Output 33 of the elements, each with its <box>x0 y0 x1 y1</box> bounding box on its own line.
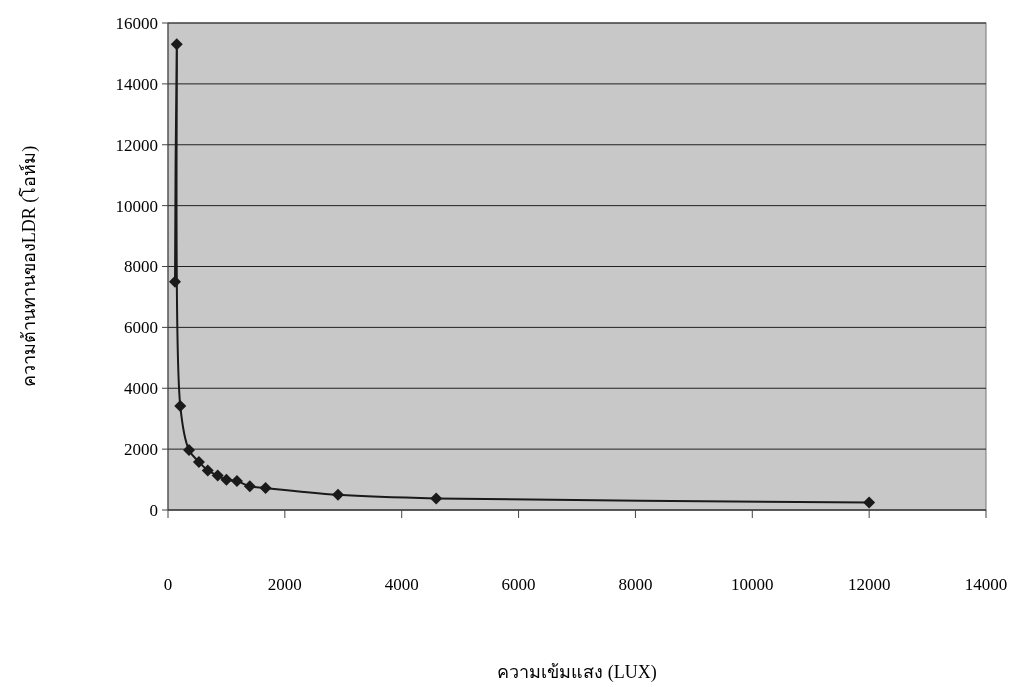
point <box>243 480 256 493</box>
y-tick-label: 12000 <box>115 135 158 155</box>
point <box>332 488 345 501</box>
point <box>192 455 205 468</box>
y-tick-label: 6000 <box>124 318 158 338</box>
point <box>863 496 876 509</box>
point <box>174 399 187 412</box>
y-tick-label: 2000 <box>124 440 158 460</box>
point <box>230 475 243 488</box>
point <box>259 482 272 495</box>
x-tick-label: 12000 <box>847 575 891 594</box>
x-tick-label: 0 <box>163 575 173 594</box>
y-tick-label: 10000 <box>115 196 158 216</box>
y-tick-label: 8000 <box>124 257 158 277</box>
point <box>183 444 196 457</box>
point <box>430 492 443 505</box>
y-tick-label: 14000 <box>115 74 158 94</box>
point <box>220 473 233 486</box>
x-tick-label: 6000 <box>501 575 536 594</box>
y-tick-label: 16000 <box>115 13 158 33</box>
x-tick-label: 2000 <box>267 575 302 594</box>
x-axis-title: ความเข้มแสง (LUX) <box>497 662 657 683</box>
x-tick-label: 14000 <box>964 575 1008 594</box>
point <box>201 464 214 477</box>
point <box>169 275 182 288</box>
x-tick-label: 8000 <box>618 575 653 594</box>
y-tick-label: 4000 <box>124 379 158 399</box>
x-tick-label: 10000 <box>731 575 774 594</box>
point <box>170 38 183 51</box>
point <box>211 469 224 482</box>
y-tick-label: 0 <box>149 500 158 520</box>
y-axis-title: ความต้านทานของLDR (โอห์ม) <box>18 145 40 388</box>
x-tick-label: 4000 <box>384 575 419 594</box>
